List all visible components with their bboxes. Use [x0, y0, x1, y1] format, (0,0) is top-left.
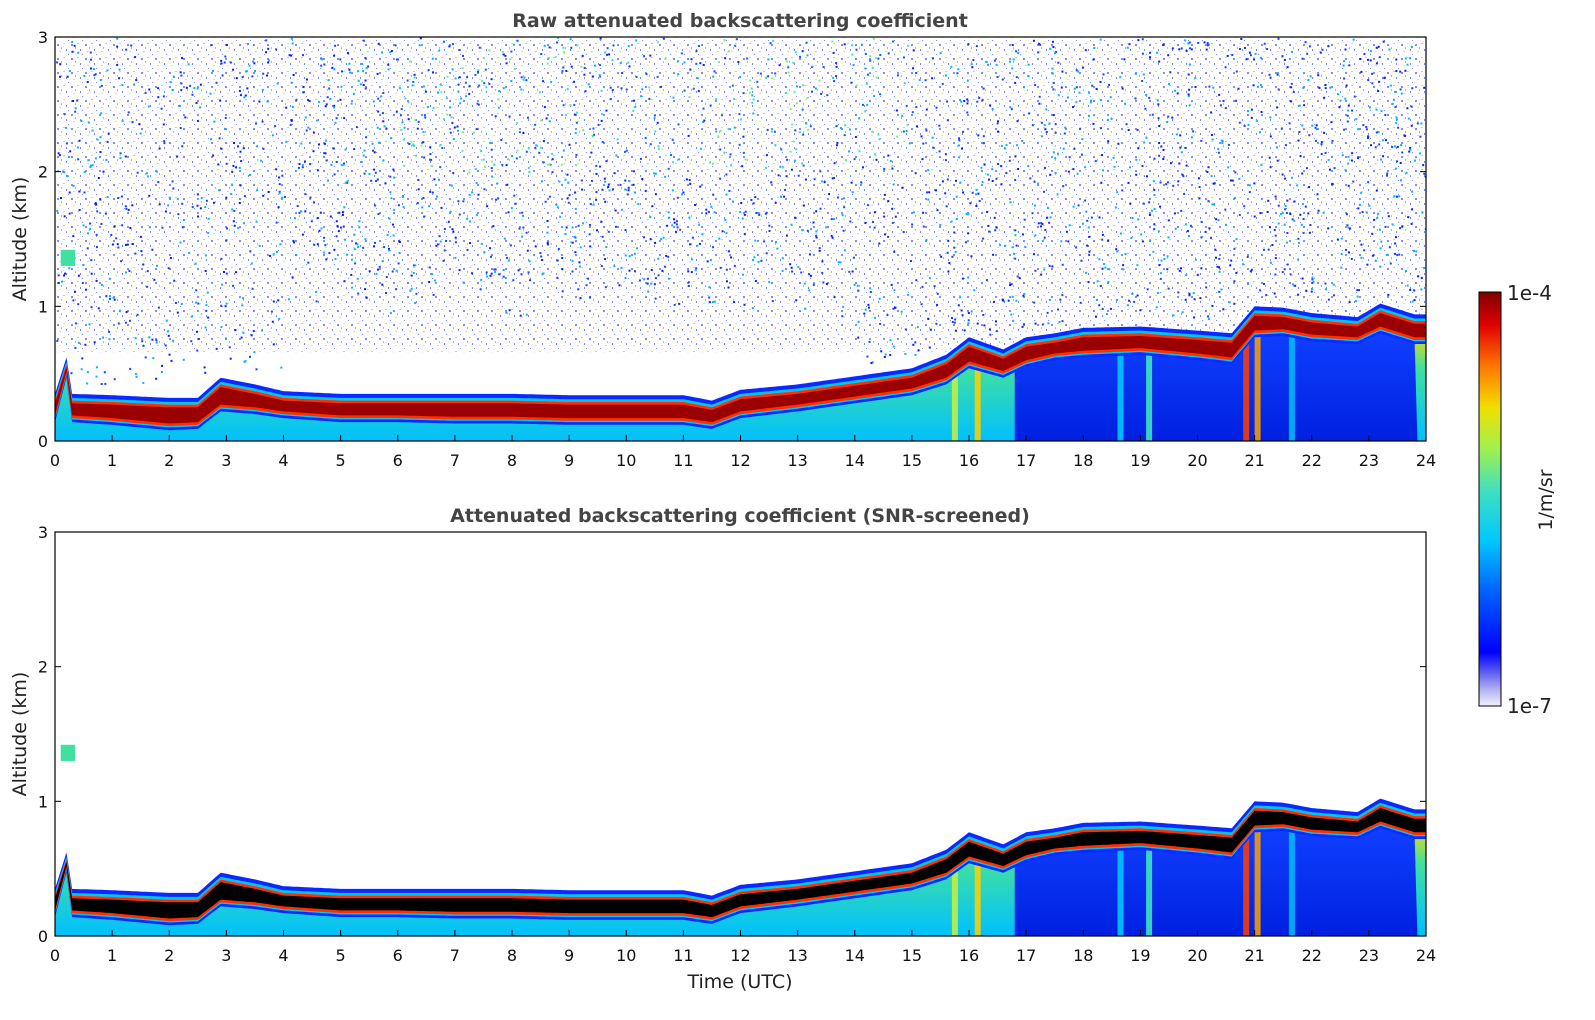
- panel2-xtick-label-23: 23: [1359, 946, 1379, 965]
- panel2-mixed-layer: [1014, 825, 1418, 936]
- panel2-xtick-label-24: 24: [1416, 946, 1436, 965]
- panel2-title: Attenuated backscattering coefficient (S…: [450, 505, 1030, 527]
- panel2-xtick-label-16: 16: [959, 946, 979, 965]
- panel1-xtick-label-19: 19: [1130, 451, 1150, 470]
- panel2-streak-6: [1288, 821, 1295, 936]
- panel2-xtick-label-4: 4: [278, 946, 288, 965]
- panel1-streak-5: [1254, 326, 1261, 441]
- panel1-mixed-layer: [1014, 330, 1418, 441]
- panel2-streak-2: [1117, 840, 1124, 936]
- panel1-xtick-label-8: 8: [507, 451, 517, 470]
- panel1-xtick-label-23: 23: [1359, 451, 1379, 470]
- panel2-layer-core: [55, 808, 1426, 919]
- panel2-xtick-label-7: 7: [450, 946, 460, 965]
- colorbar-gradient: [1478, 291, 1502, 707]
- panel1-xtick-label-14: 14: [845, 451, 865, 470]
- panel1-xtick-label-5: 5: [336, 451, 346, 470]
- panel2-ytick-label-2: 2: [38, 658, 48, 677]
- panel1-ytick-label-0: 0: [38, 432, 48, 451]
- panel2-xtick-label-22: 22: [1302, 946, 1322, 965]
- panel1-xtick-label-1: 1: [107, 451, 117, 470]
- panel1-xtick-label-24: 24: [1416, 451, 1436, 470]
- panel2-xtick-label-2: 2: [164, 946, 174, 965]
- panel1-streak-4: [1243, 340, 1250, 441]
- panel2-xtick-label-18: 18: [1073, 946, 1093, 965]
- raw-backscatter-panel: Raw attenuated backscattering coefficien…: [9, 10, 1436, 470]
- panel2-xtick-label-10: 10: [616, 946, 636, 965]
- panel1-ytick-label-2: 2: [38, 163, 48, 182]
- panel1-xtick-label-13: 13: [787, 451, 807, 470]
- panel1-streak-2: [1117, 345, 1124, 441]
- panel2-xtick-label-14: 14: [845, 946, 865, 965]
- panel1-streak-6: [1288, 326, 1295, 441]
- screened-backscatter-panel: Attenuated backscattering coefficient (S…: [9, 505, 1436, 993]
- panel2-aerosol-patch: [60, 744, 75, 761]
- colorbar-max-label: 1e-4: [1507, 281, 1552, 305]
- panel2-xtick-label-8: 8: [507, 946, 517, 965]
- panel2-xtick-label-17: 17: [1016, 946, 1036, 965]
- panel1-xtick-label-21: 21: [1244, 451, 1264, 470]
- colorbar-label: 1/m/sr: [1535, 469, 1557, 530]
- panel2-ylabel: Altitude (km): [9, 672, 31, 797]
- panel2-streak-0: [951, 864, 958, 936]
- panel2-ytick-label-0: 0: [38, 927, 48, 946]
- panel1-streak-0: [951, 369, 958, 441]
- panel1-xtick-label-16: 16: [959, 451, 979, 470]
- panel1-streak-3: [1146, 344, 1153, 441]
- panel1-ytick-label-3: 3: [38, 28, 48, 47]
- panel1-xtick-label-9: 9: [564, 451, 574, 470]
- panel1-xtick-label-3: 3: [221, 451, 231, 470]
- panel1-xtick-label-12: 12: [730, 451, 750, 470]
- panel1-ylabel: Altitude (km): [9, 177, 31, 302]
- panel2-xtick-label-15: 15: [902, 946, 922, 965]
- panel2-streak-5: [1254, 821, 1261, 936]
- panel1-xtick-label-2: 2: [164, 451, 174, 470]
- panel2-xtick-label-13: 13: [787, 946, 807, 965]
- panel1-layer-core: [55, 313, 1426, 424]
- panel1-xtick-label-20: 20: [1187, 451, 1207, 470]
- panel2-xtick-label-11: 11: [673, 946, 693, 965]
- colorbar: 1e-4 1e-7 1/m/sr: [1478, 281, 1557, 718]
- panel2-xtick-label-5: 5: [336, 946, 346, 965]
- panel1-title: Raw attenuated backscattering coefficien…: [512, 10, 968, 32]
- panel2-streak-4: [1243, 835, 1250, 936]
- panel1-streak-1: [974, 359, 981, 441]
- panel1-xtick-label-7: 7: [450, 451, 460, 470]
- panel2-xtick-label-0: 0: [50, 946, 60, 965]
- panel2-xtick-label-9: 9: [564, 946, 574, 965]
- panel1-xtick-label-15: 15: [902, 451, 922, 470]
- panel2-xtick-label-19: 19: [1130, 946, 1150, 965]
- panel1-xtick-label-17: 17: [1016, 451, 1036, 470]
- panel2-streak-3: [1146, 839, 1153, 936]
- colorbar-min-label: 1e-7: [1507, 694, 1552, 718]
- panel2-xtick-label-6: 6: [393, 946, 403, 965]
- x-axis-label: Time (UTC): [686, 971, 792, 993]
- panel1-xtick-label-11: 11: [673, 451, 693, 470]
- panel1-xtick-label-22: 22: [1302, 451, 1322, 470]
- panel2-xtick-label-21: 21: [1244, 946, 1264, 965]
- panel2-ytick-label-3: 3: [38, 523, 48, 542]
- panel1-ytick-label-1: 1: [38, 297, 48, 316]
- panel1-xtick-label-6: 6: [393, 451, 403, 470]
- panel1-noise-speckle: [55, 37, 1426, 385]
- panel1-xtick-label-4: 4: [278, 451, 288, 470]
- panel1-xtick-label-18: 18: [1073, 451, 1093, 470]
- panel1-aerosol-patch: [60, 249, 75, 266]
- panel2-xtick-label-12: 12: [730, 946, 750, 965]
- panel2-xtick-label-20: 20: [1187, 946, 1207, 965]
- panel1-xtick-label-10: 10: [616, 451, 636, 470]
- panel2-xtick-label-3: 3: [221, 946, 231, 965]
- panel2-streak-1: [974, 854, 981, 936]
- panel1-xtick-label-0: 0: [50, 451, 60, 470]
- panel2-ytick-label-1: 1: [38, 792, 48, 811]
- panel2-xtick-label-1: 1: [107, 946, 117, 965]
